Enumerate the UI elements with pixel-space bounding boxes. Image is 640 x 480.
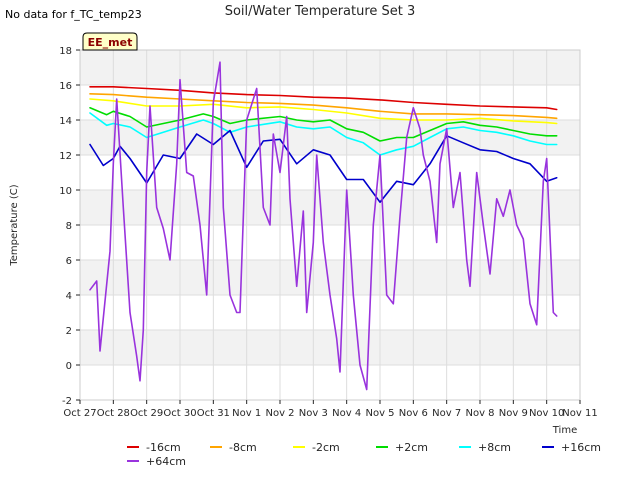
legend-label: -8cm	[229, 441, 257, 454]
series-lines	[89, 61, 558, 391]
x-tick-label: Nov 7	[432, 408, 461, 419]
legend-label: -16cm	[146, 441, 181, 454]
y-tick-label: 6	[66, 256, 72, 267]
legend-label: +16cm	[561, 441, 601, 454]
x-tick-label: Oct 27	[63, 408, 96, 419]
x-tick-label: Nov 8	[465, 408, 494, 419]
y-tick-label: 0	[66, 361, 72, 372]
y-tick-label: 14	[59, 116, 72, 127]
chart-title: Soil/Water Temperature Set 3	[225, 4, 416, 19]
grid-band	[80, 50, 580, 85]
x-tick-label: Nov 9	[499, 408, 528, 419]
y-tick-labels: -2 0 2 4 6 8 10 12 14 16 18	[59, 46, 80, 407]
legend-label: +8cm	[478, 441, 511, 454]
y-tick-label: 16	[59, 81, 72, 92]
x-tick-label: Nov 2	[265, 408, 294, 419]
x-axis-label: Time	[552, 425, 577, 436]
x-tick-labels: Oct 27 Oct 28 Oct 29 Oct 30 Oct 31 Nov 1 Nov 2…	[63, 400, 598, 419]
series-line-m8cm	[89, 93, 558, 120]
y-tick-label: 12	[59, 151, 72, 162]
badge-background	[82, 32, 138, 51]
x-tick-label: Oct 30	[163, 408, 196, 419]
series-line-m2cm	[89, 98, 558, 125]
x-tick-label: Oct 28	[97, 408, 130, 419]
x-tick-label: Nov 4	[332, 408, 361, 419]
station-badge: EE_met	[82, 32, 138, 51]
x-tick-label: Oct 31	[197, 408, 230, 419]
series-line-m8cm	[89, 112, 558, 156]
y-axis-label: Temperature (C)	[9, 184, 20, 266]
x-tick-label: Nov 5	[365, 408, 394, 419]
grid-band	[80, 330, 580, 365]
y-tick-label: 4	[66, 291, 72, 302]
legend-label: +64cm	[146, 455, 186, 468]
y-tick-label: 2	[66, 326, 72, 337]
y-tick-label: 18	[59, 46, 72, 57]
grid-band	[80, 120, 580, 155]
x-tick-label: Nov 3	[299, 408, 328, 419]
y-tick-label: 10	[59, 186, 72, 197]
legend: -16cm -8cm -2cm +2cm +8cm +16cm +64cm	[127, 441, 601, 468]
y-tick-label: 8	[66, 221, 72, 232]
x-tick-label: Oct 29	[130, 408, 163, 419]
x-tick-label: Nov 6	[399, 408, 428, 419]
no-data-notice: No data for f_TC_temp23	[5, 8, 142, 21]
legend-label: -2cm	[312, 441, 340, 454]
series-line-m2cm	[89, 107, 558, 142]
x-tick-label: Nov 10	[529, 408, 564, 419]
x-tick-label: Nov 11	[562, 408, 597, 419]
grid-bands	[80, 50, 580, 365]
y-tick-label: -2	[62, 396, 72, 407]
badge-label: EE_met	[88, 36, 133, 49]
series-line-m16cm	[89, 86, 558, 111]
legend-label: +2cm	[395, 441, 428, 454]
series-line-m64cm	[89, 61, 558, 391]
x-tick-label: Nov 1	[232, 408, 261, 419]
